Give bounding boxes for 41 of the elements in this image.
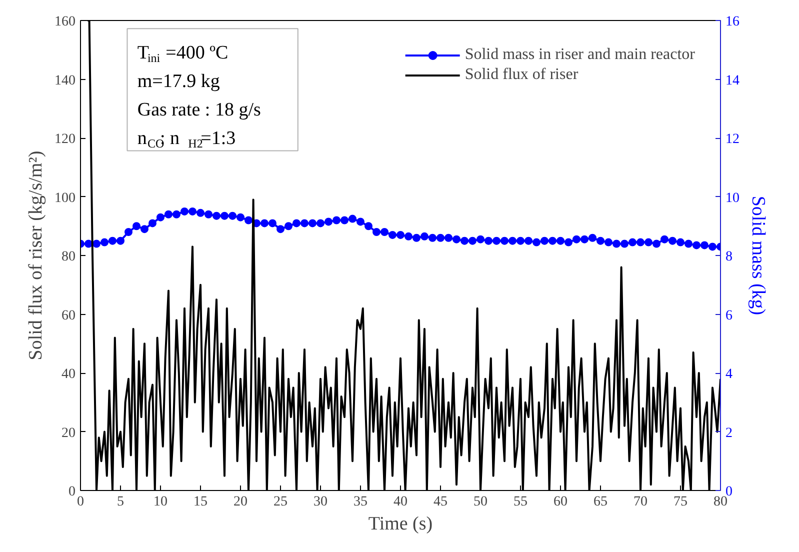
y2-tick-label: 12 [726,132,740,147]
annotation: m=17.9 kg [137,71,220,92]
legend-label: Solid flux of riser [464,66,578,84]
x-tick-label: 40 [394,494,408,510]
x-tick-label: 75 [674,494,688,510]
x-tick-label: 35 [354,494,368,510]
y-axis-title: Solid flux of riser (kg/s/m²) [26,150,46,360]
x-tick-label: 30 [314,494,328,510]
x-tick-label: 60 [554,494,568,510]
y-tick-label: 100 [54,190,76,206]
y-tick-label: 40 [62,367,76,382]
y-tick-label: 120 [54,132,76,147]
y2-tick-label: 14 [726,73,740,88]
x-axis-title: Time (s) [368,514,433,534]
y2-tick-label: 4 [726,367,732,382]
x-tick-label: 45 [434,494,448,510]
x-tick-label: 70 [634,494,648,510]
x-tick-label: 5 [117,494,124,510]
y2-tick-label: 8 [726,250,732,264]
x-tick-label: 20 [234,494,248,510]
y-tick-label: 160 [54,14,76,30]
x-tick-label: 15 [194,494,208,510]
x-tick-label: 80 [714,494,728,510]
y2-axis-title: Solid mass (kg) [748,196,768,316]
y-tick-label: 0 [68,484,76,500]
y2-tick-label: 16 [726,14,740,30]
x-tick-label: 50 [474,494,488,510]
y-tick-label: 80 [62,250,76,264]
legend-label: Solid mass in riser and main reactor [464,46,695,64]
y2-tick-label: 6 [726,308,732,324]
x-tick-label: 65 [594,494,608,510]
y2-tick-label: 2 [726,426,732,441]
x-tick-label: 10 [154,494,168,510]
y2-tick-label: 10 [726,190,740,206]
x-tick-label: 55 [514,494,528,510]
y2-tick-label: 0 [726,484,732,500]
y-tick-label: 20 [62,426,76,441]
y-tick-label: 60 [62,308,76,324]
annotation: Gas rate : 18 g/s [137,100,261,121]
x-tick-label: 25 [274,494,288,510]
y-tick-label: 140 [54,73,76,88]
